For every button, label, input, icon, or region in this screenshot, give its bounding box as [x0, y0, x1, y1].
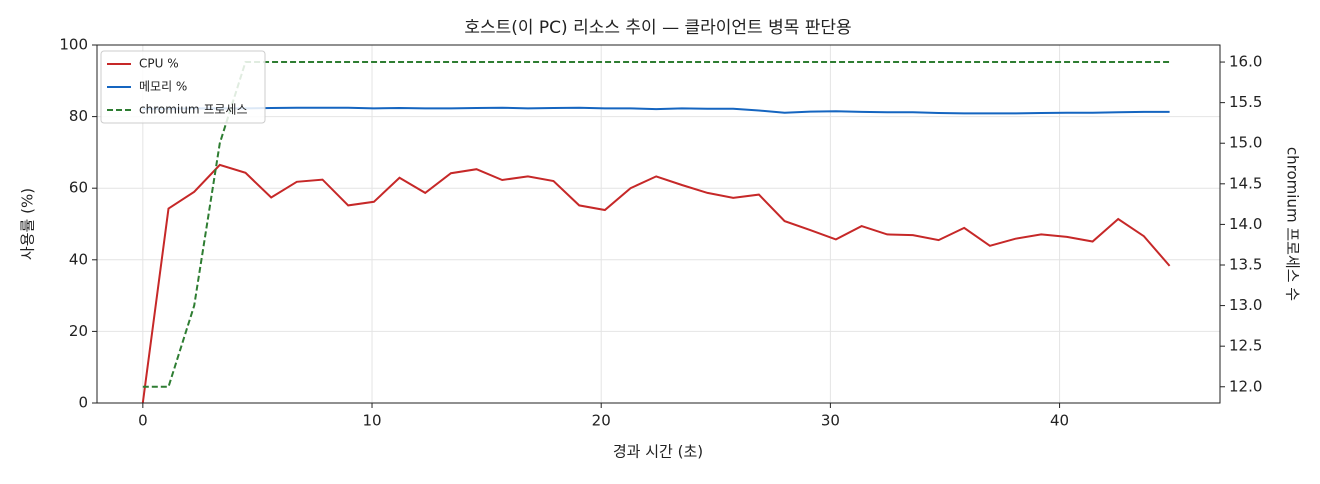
x-tick-label: 40 — [1050, 412, 1069, 430]
x-tick-label: 30 — [821, 412, 840, 430]
legend-box — [100, 50, 266, 124]
y2-tick-label: 13.0 — [1229, 296, 1262, 314]
series-line — [141, 163, 1171, 404]
y2-axis-label: chromium 프로세스 수 — [1284, 147, 1302, 301]
x-axis-label: 경과 시간 (초) — [613, 443, 703, 461]
chart-title: 호스트(이 PC) 리소스 추이 — 클라이언트 병목 판단용 — [464, 18, 851, 38]
y2-tick-label: 15.0 — [1229, 134, 1262, 152]
x-tick-label: 0 — [138, 412, 148, 430]
y-tick-label: 0 — [78, 394, 88, 412]
y-tick-label: 80 — [69, 107, 88, 125]
y-tick-label: 40 — [69, 250, 88, 268]
legend-label: CPU % — [139, 57, 179, 71]
plot-frame — [96, 44, 1221, 404]
y-axis-label: 사용률 (%) — [19, 188, 37, 260]
y-tick-label: 60 — [69, 179, 88, 197]
y2-tick-label: 12.5 — [1229, 337, 1262, 355]
x-tick-label: 20 — [592, 412, 611, 430]
legend-label: chromium 프로세스 — [139, 103, 248, 117]
legend-label: 메모리 % — [139, 80, 187, 94]
y2-tick-label: 13.5 — [1229, 255, 1262, 273]
y-tick-label: 100 — [59, 36, 88, 54]
legend: CPU % 메모리 % chromium 프로세스 — [100, 50, 266, 124]
y2-tick-label: 14.0 — [1229, 215, 1262, 233]
y2-tick-label: 12.0 — [1229, 377, 1262, 395]
y-tick-label: 20 — [69, 322, 88, 340]
y2-tick-label: 16.0 — [1229, 53, 1262, 71]
y2-tick-label: 14.5 — [1229, 174, 1262, 192]
x-tick-label: 10 — [362, 412, 381, 430]
series-line — [142, 61, 1170, 388]
series-line — [142, 106, 1170, 115]
y2-tick-label: 15.5 — [1229, 93, 1262, 111]
